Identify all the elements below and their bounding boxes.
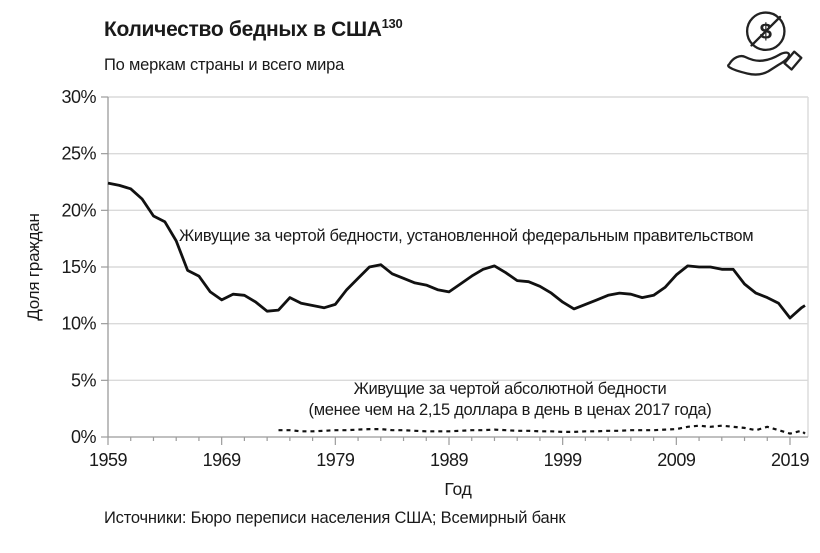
x-tick-label: 2009: [657, 450, 696, 470]
y-tick-label: 0%: [71, 427, 97, 447]
x-tick-label: 1969: [203, 450, 242, 470]
x-tick-label: 1999: [544, 450, 583, 470]
x-axis-title: Год: [444, 479, 472, 499]
source-note: Источники: Бюро переписи населения США; …: [104, 509, 566, 527]
coin-circle: [745, 11, 786, 52]
cuff-shape: [783, 50, 803, 71]
y-axis-title: Доля граждан: [24, 213, 43, 321]
series-absolute-poverty-line: [278, 424, 806, 435]
x-tick-label: 2019: [771, 450, 810, 470]
footnote-reference: 130: [381, 16, 403, 31]
y-tick-label: 5%: [71, 370, 97, 390]
y-tick-label: 25%: [61, 144, 96, 164]
x-tick-label: 1979: [316, 450, 355, 470]
page-title-text: Количество бедных в США: [104, 18, 382, 41]
page-title: Количество бедных в США130: [104, 16, 403, 42]
y-tick-label: 30%: [61, 87, 96, 107]
x-tick-label: 1989: [430, 450, 469, 470]
y-tick-label: 10%: [61, 314, 96, 334]
crossed-dollar-in-hand-icon: $: [724, 8, 804, 90]
series-federal-poverty-line: [107, 181, 806, 320]
series-label-federal-poverty: Живущие за чертой бедности, установленно…: [179, 227, 754, 245]
hand-shape: [727, 51, 791, 76]
series-label-absolute-line1: Живущие за чертой абсолютной бедности: [353, 380, 667, 398]
page-subtitle: По меркам страны и всего мира: [104, 56, 345, 74]
series-label-absolute-line2: (менее чем на 2,15 доллара в день в цена…: [308, 401, 712, 419]
crossed-dollar-in-hand-icon-svg: $: [727, 11, 803, 76]
y-tick-label: 15%: [61, 257, 96, 277]
series-label-absolute-poverty: Живущие за чертой абсолютной бедности (м…: [255, 379, 765, 421]
x-tick-label: 1959: [89, 450, 128, 470]
y-tick-label: 20%: [61, 200, 96, 220]
slash-line: [750, 15, 782, 47]
